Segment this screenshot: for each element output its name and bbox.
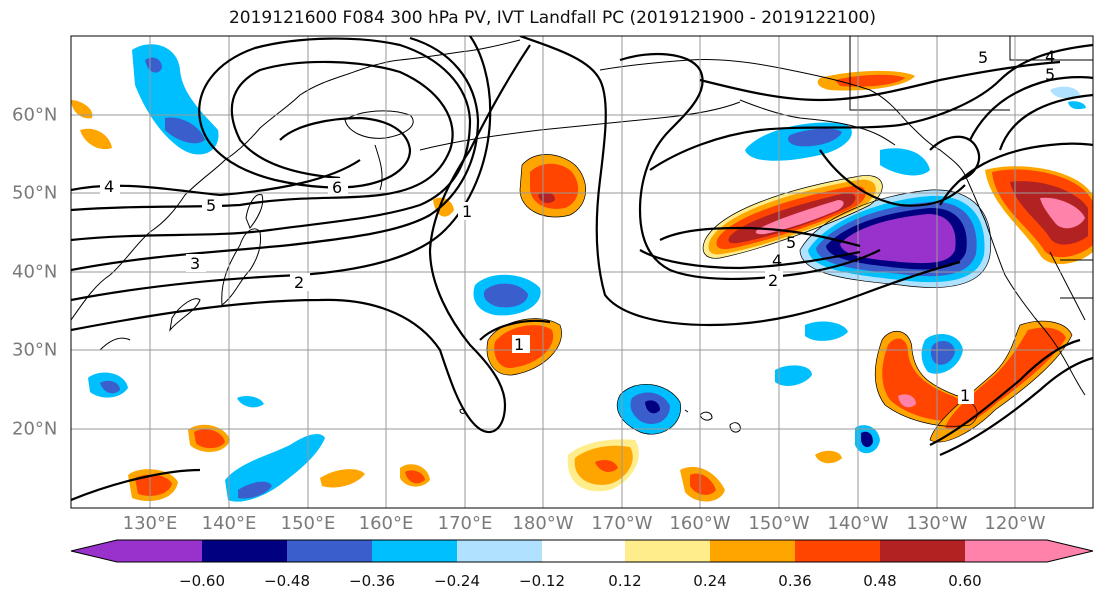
colorbar-tick-label: 0.24 bbox=[693, 572, 727, 590]
longitude-label: 150°E bbox=[280, 513, 336, 534]
contour-label: 4 bbox=[772, 251, 782, 270]
colorbar-swatch bbox=[372, 540, 457, 562]
contour-label: 2 bbox=[768, 271, 778, 290]
colorbar-swatch bbox=[1047, 540, 1093, 562]
longitude-label: 180°W bbox=[512, 513, 574, 534]
contour-label: 1 bbox=[960, 386, 970, 405]
figure-title: 2019121600 F084 300 hPa PV, IVT Landfall… bbox=[228, 8, 876, 28]
colorbar-tick-label: 0.60 bbox=[948, 572, 982, 590]
latitude-label: 20°N bbox=[12, 418, 58, 440]
longitude-label: 170°E bbox=[437, 513, 493, 534]
contour-label: 5 bbox=[978, 48, 988, 67]
latitude-label: 40°N bbox=[12, 261, 58, 283]
longitude-label: 150°W bbox=[748, 513, 810, 534]
colorbar-tick-label: 0.36 bbox=[778, 572, 812, 590]
longitude-label: 130°W bbox=[906, 513, 968, 534]
ivt-contours bbox=[71, 36, 1093, 502]
pv-anomaly-shading bbox=[71, 44, 1093, 502]
map-frame bbox=[70, 35, 1094, 509]
colorbar-swatch bbox=[71, 540, 117, 562]
colorbar-tick-label: −0.60 bbox=[179, 572, 225, 590]
colorbar-swatch bbox=[542, 540, 625, 562]
colorbar-swatch bbox=[795, 540, 880, 562]
longitude-label: 170°W bbox=[591, 513, 653, 534]
latitude-label: 30°N bbox=[12, 339, 58, 361]
contour-label: 1 bbox=[514, 335, 524, 354]
colorbar-swatch bbox=[202, 540, 287, 562]
contour-label: 6 bbox=[332, 178, 342, 197]
contour-label: 4 bbox=[104, 177, 114, 196]
contour-label: 2 bbox=[294, 273, 304, 292]
colorbar-swatch bbox=[625, 540, 710, 562]
colorbar-swatch bbox=[880, 540, 965, 562]
contour-label: 4 bbox=[1045, 47, 1055, 66]
colorbar-tick-label: 0.12 bbox=[608, 572, 642, 590]
contour-label: 5 bbox=[206, 196, 216, 215]
colorbar-swatch bbox=[287, 540, 372, 562]
colorbar-tick-label: −0.12 bbox=[519, 572, 565, 590]
longitude-label: 160°E bbox=[358, 513, 414, 534]
colorbar-tick-label: −0.36 bbox=[349, 572, 395, 590]
latitude-label: 50°N bbox=[12, 182, 58, 204]
longitude-label: 160°W bbox=[669, 513, 731, 534]
longitude-label: 140°W bbox=[827, 513, 889, 534]
contour-label: 3 bbox=[190, 254, 200, 273]
longitude-label: 140°E bbox=[201, 513, 257, 534]
contour-labels: 4 5 6 5 3 2 1 1 2 4 5 4 5 1 bbox=[100, 47, 1055, 405]
colorbar-tick-label: −0.24 bbox=[434, 572, 480, 590]
map-plot-area: 4 5 6 5 3 2 1 1 2 4 5 4 5 1 bbox=[71, 36, 1093, 508]
colorbar-swatch bbox=[965, 540, 1047, 562]
longitude-label: 120°W bbox=[984, 513, 1046, 534]
colorbar-swatch bbox=[710, 540, 795, 562]
contour-label: 5 bbox=[1045, 65, 1055, 84]
colorbar-tick-label: −0.48 bbox=[264, 572, 310, 590]
contour-label: 5 bbox=[786, 233, 796, 252]
colorbar-tick-label: 0.48 bbox=[863, 572, 897, 590]
colorbar-swatch bbox=[457, 540, 542, 562]
latitude-label: 60°N bbox=[12, 104, 58, 126]
longitude-label: 130°E bbox=[122, 513, 178, 534]
contour-label: 1 bbox=[462, 202, 472, 221]
colorbar bbox=[70, 539, 1094, 563]
colorbar-swatch bbox=[117, 540, 202, 562]
